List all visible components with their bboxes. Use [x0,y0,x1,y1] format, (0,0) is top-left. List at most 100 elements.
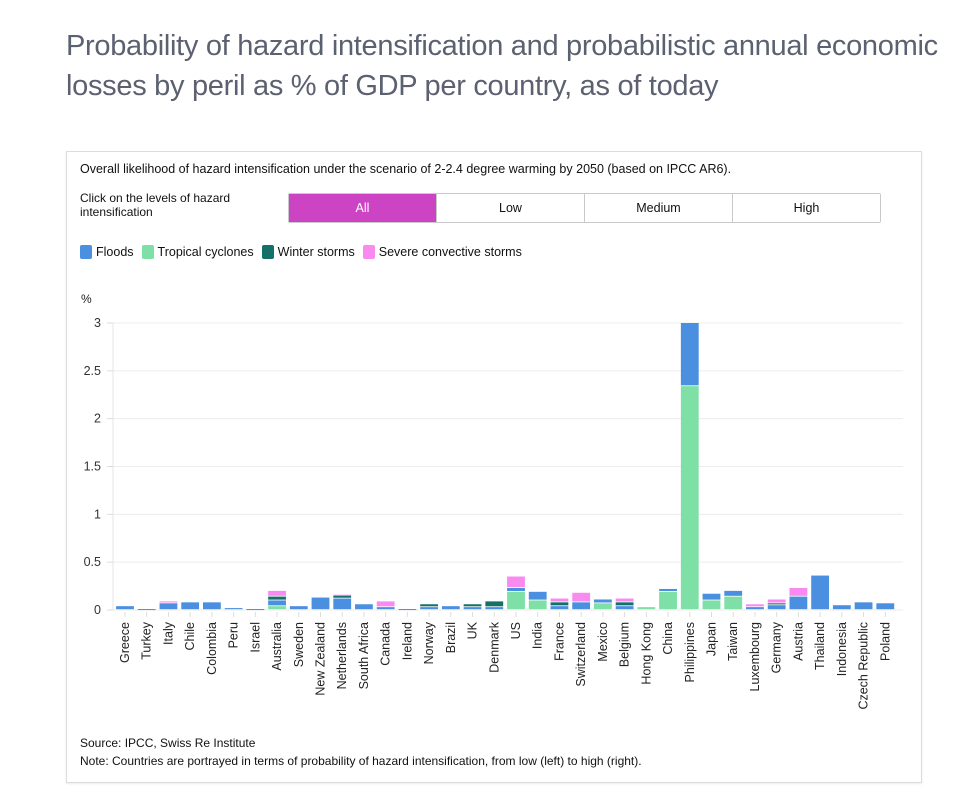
bar-segment-severe-convective-storms [615,598,634,602]
bar-segment-floods [311,597,330,610]
legend-item-severe-convective-storms[interactable]: Severe convective storms [362,245,522,259]
bar-segment-floods [224,608,243,610]
bar-segment-severe-convective-storms [333,594,352,596]
bar-segment-winter-storms [485,601,504,607]
page-title: Probability of hazard intensification an… [66,30,938,102]
bar-segment-severe-convective-storms [376,601,395,607]
x-tick-label: Canada [379,622,393,666]
y-tick-label: 0.5 [84,555,101,569]
y-tick-label: 0 [94,603,101,617]
chart-subtitle: Overall likelihood of hazard intensifica… [80,162,732,176]
legend-item-winter-storms[interactable]: Winter storms [261,245,355,259]
bar-segment-floods [289,606,308,610]
x-tick-label: Indonesia [835,622,849,676]
bar-segment-floods [680,323,699,386]
x-tick-label: Peru [227,622,241,648]
x-tick-label: Colombia [205,622,219,675]
y-tick-label: 2.5 [84,364,101,378]
x-tick-label: US [509,622,523,639]
legend-label: Winter storms [277,245,355,259]
x-tick-label: Brazil [444,622,458,653]
filter-all-button[interactable]: All [289,194,437,222]
bar-segment-tropical-cyclones [702,600,721,610]
bar-segment-severe-convective-storms [767,599,786,603]
x-tick-label: New Zealand [314,622,328,696]
legend-label: Floods [96,245,134,259]
bar-segment-winter-storms [615,602,634,606]
y-tick-label: 1 [94,507,101,521]
x-tick-label: Israel [248,622,262,653]
bar-segment-floods [659,588,677,592]
bar-segment-floods [724,590,743,596]
y-tick-label: 2 [94,412,101,426]
bar-segment-tropical-cyclones [268,606,286,610]
bar-segment-severe-convective-storms [572,592,591,602]
bar-segment-floods [355,604,373,610]
bar-segment-winter-storms [550,602,569,606]
x-tick-label: Luxembourg [748,622,762,692]
x-tick-label: Australia [270,622,284,671]
bar-segment-floods [485,607,504,610]
legend-label: Tropical cyclones [157,245,254,259]
y-tick-label: 1.5 [84,460,101,474]
bar-segment-tropical-cyclones [507,591,525,610]
legend-swatch [141,245,154,259]
methodology-note: Note: Countries are portrayed in terms o… [80,754,642,768]
bar-segment-floods [181,602,200,610]
x-tick-label: Italy [161,621,175,645]
x-tick-label: Sweden [292,622,306,667]
x-tick-label: Chile [183,622,197,651]
bar-segment-tropical-cyclones [528,600,547,610]
bar-segment-winter-storms [420,604,439,607]
source-note: Source: IPCC, Swiss Re Institute [80,736,256,750]
bar-segment-severe-convective-storms [789,587,808,596]
x-tick-label: Turkey [140,621,154,659]
bar-segment-winter-storms [463,604,482,607]
intensification-filter: All Low Medium High [288,193,881,223]
legend-item-tropical-cyclones[interactable]: Tropical cyclones [141,245,254,259]
bar-segment-severe-convective-storms [507,576,525,588]
bar-segment-floods [615,606,634,610]
bar-segment-floods [528,591,547,600]
bar-segment-floods [767,605,786,610]
bar-segment-winter-storms [767,603,786,605]
filter-medium-button[interactable]: Medium [585,194,733,222]
x-tick-label: Germany [770,621,784,673]
x-tick-label: UK [466,621,480,639]
stacked-bar-chart: 0 0.5 1 1.5 2 2.5 3 Greece Turkey Italy Chile Colom… [84,316,903,710]
bar-segment-floods [463,607,482,610]
legend-item-floods[interactable]: Floods [80,245,134,259]
x-tick-label: Norway [422,621,436,664]
legend-label: Severe convective storms [378,245,522,259]
x-tick-label: Japan [705,622,719,656]
bar-segment-winter-storms [333,595,352,598]
bar-segment-floods [202,602,221,610]
bar-segment-floods [876,603,895,610]
bar-segment-floods [507,587,525,592]
filter-high-button[interactable]: High [733,194,880,222]
filter-low-button[interactable]: Low [437,194,585,222]
footnotes: Source: IPCC, Swiss Re Institute Note: C… [80,734,642,770]
bar-segment-floods [593,599,612,603]
chart-legend: Floods Tropical cyclones Winter storms Seve… [80,245,530,259]
bar-segment-tropical-cyclones [593,603,612,610]
x-tick-label: Belgium [618,622,632,667]
x-tick-label: Philippines [683,622,697,682]
x-tick-label: Poland [878,622,892,661]
x-tick-label: China [661,622,675,655]
x-tick-label: Switzerland [574,622,588,687]
bar-segment-floods [572,602,591,610]
bar-segment-floods [811,575,830,610]
x-tick-label: France [552,622,566,661]
filter-label: Click on the levels of hazard intensific… [80,191,231,219]
bar-segment-floods [550,606,569,610]
chart-panel: Overall likelihood of hazard intensifica… [66,151,922,783]
bar-segment-floods [746,607,764,610]
bar-segment-floods [137,609,156,611]
x-tick-label: Czech Republic [857,622,871,710]
bar-segment-severe-convective-storms [550,598,569,602]
bar-segment-floods [376,607,395,610]
bar-segment-severe-convective-storms [159,601,178,603]
bar-segment-floods [398,609,417,611]
bar-segment-floods [116,606,134,610]
